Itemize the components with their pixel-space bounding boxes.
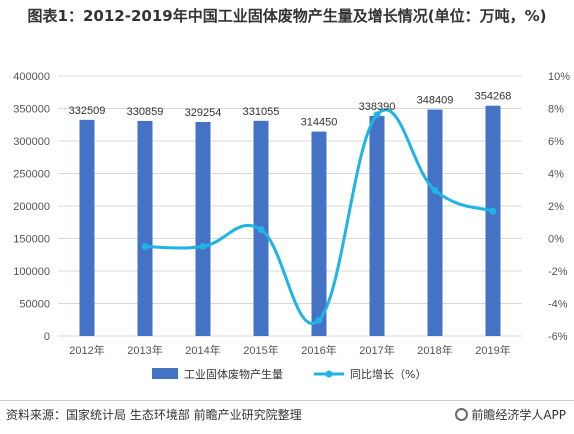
x-tick-label: 2016年: [301, 343, 336, 357]
source-note: 资料来源：国家统计局 生态环境部 前瞻产业研究院整理: [6, 408, 302, 422]
left-tick-label: 200000: [13, 201, 50, 213]
bar-value-label: 330859: [127, 106, 164, 118]
grid-lines: [58, 75, 522, 337]
brand-name: 前瞻经济学人APP: [471, 408, 566, 422]
footer-divider: [0, 400, 574, 401]
right-axis-ticks: -6% -4% -2% 0% 2% 4% 6% 8% 10%: [548, 71, 570, 343]
left-tick-label: 300000: [13, 136, 50, 148]
bar: [369, 116, 385, 336]
right-tick-label: 6%: [548, 136, 564, 148]
brand-mark: 前瞻经济学人APP: [455, 406, 566, 423]
right-tick-label: 0%: [548, 234, 564, 246]
bar: [311, 131, 327, 336]
x-tick-label: 2017年: [359, 343, 394, 357]
left-tick-label: 250000: [13, 169, 50, 181]
right-tick-label: 4%: [548, 169, 564, 181]
bar: [427, 109, 443, 336]
left-tick-label: 350000: [13, 104, 50, 116]
brand-logo-icon: [455, 408, 469, 421]
right-tick-label: 2%: [548, 201, 564, 213]
left-axis-ticks: 0 50000 100000 150000 200000 250000 300000 3500…: [13, 71, 50, 343]
legend-line-label: 同比增长（%）: [350, 367, 426, 381]
growth-point: [489, 207, 497, 215]
right-tick-label: 8%: [548, 104, 564, 116]
bar: [137, 120, 153, 336]
bar: [485, 105, 501, 336]
left-tick-label: 100000: [13, 266, 50, 278]
x-axis-ticks: 2012年 2013年 2014年 2015年 2016年 2017年 2018年 2019年: [69, 343, 510, 357]
x-tick-label: 2012年: [69, 343, 104, 357]
bar-value-label: 354268: [475, 91, 512, 103]
x-tick-label: 2019年: [475, 343, 510, 357]
x-tick-label: 2018年: [417, 343, 452, 357]
x-tick-label: 2014年: [185, 343, 220, 357]
legend: 工业固体废物产生量 同比增长（%）: [152, 367, 426, 381]
bar-value-label: 329254: [185, 107, 222, 119]
right-tick-label: -4%: [548, 299, 568, 311]
bar-series: [79, 105, 501, 337]
growth-line: [144, 108, 494, 325]
bar: [79, 119, 95, 337]
right-tick-label: -6%: [548, 331, 568, 343]
growth-point: [257, 226, 265, 234]
left-tick-label: 50000: [19, 299, 50, 311]
legend-bar-label: 工业固体废物产生量: [184, 367, 283, 381]
right-tick-label: 10%: [548, 71, 570, 83]
x-tick-label: 2015年: [243, 343, 278, 357]
legend-line-marker: [325, 370, 333, 378]
growth-point: [141, 243, 149, 251]
bar: [195, 121, 211, 337]
left-tick-label: 400000: [13, 71, 50, 83]
bar-value-label: 332509: [69, 105, 106, 117]
left-tick-label: 150000: [13, 234, 50, 246]
growth-point: [431, 186, 439, 194]
bar-value-label: 314450: [301, 117, 338, 129]
x-tick-label: 2013年: [127, 343, 162, 357]
bar-data-labels: 332509 330859 329254 331055 314450 338390 3484…: [69, 91, 512, 129]
bar-value-label: 338390: [359, 101, 396, 113]
legend-bar-swatch: [152, 368, 178, 379]
line-series: [141, 108, 497, 325]
left-tick-label: 0: [44, 331, 50, 343]
chart-title: 图表1：2012-2019年中国工业固体废物产生量及增长情况(单位：万吨，%): [27, 7, 547, 25]
bar-value-label: 348409: [417, 95, 454, 107]
bar-value-label: 331055: [243, 106, 280, 118]
combo-chart: 0 50000 100000 150000 200000 250000 300000 3500…: [13, 71, 570, 381]
growth-point: [315, 316, 323, 324]
growth-point: [199, 242, 207, 250]
right-tick-label: -2%: [548, 266, 568, 278]
growth-point: [373, 111, 381, 119]
